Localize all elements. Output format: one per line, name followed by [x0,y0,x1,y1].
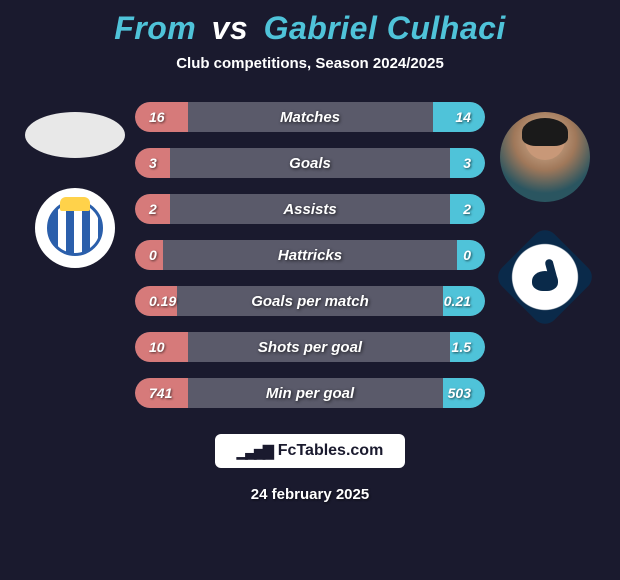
stat-value-left: 10 [149,339,189,355]
stat-value-left: 0.19 [149,293,189,309]
page-title: From vs Gabriel Culhaci [114,10,506,47]
stat-label: Assists [283,201,336,218]
stats-column: 16 Matches 14 3 Goals 3 2 Assists 2 0 Hattricks 0 0.… [135,102,485,408]
stat-value-right: 0.21 [431,293,471,309]
player2-name: Gabriel Culhaci [264,10,506,46]
stat-value-right: 14 [431,109,471,125]
stat-row: 10 Shots per goal 1.5 [135,332,485,362]
player1-name: From [114,10,196,46]
stat-value-left: 741 [149,385,189,401]
stat-value-left: 16 [149,109,189,125]
player2-club-badge [493,225,598,330]
stat-value-right: 0 [431,247,471,263]
stat-label: Shots per goal [258,339,362,356]
stat-label: Goals per match [251,293,369,310]
stat-value-right: 2 [431,201,471,217]
stat-value-right: 1.5 [431,339,471,355]
stat-value-left: 2 [149,201,189,217]
brand-badge[interactable]: ▁▃▅▇ FcTables.com [215,434,406,468]
brand-text: FcTables.com [278,442,384,460]
stat-label: Hattricks [278,247,342,264]
vs-text: vs [212,10,249,46]
stat-row: 2 Assists 2 [135,194,485,224]
comparison-card: From vs Gabriel Culhaci Club competition… [0,0,620,580]
chart-icon: ▁▃▅▇ [237,443,272,460]
stat-row: 0 Hattricks 0 [135,240,485,270]
stat-row: 16 Matches 14 [135,102,485,132]
stat-value-left: 3 [149,155,189,171]
stat-label: Goals [289,155,331,172]
stat-row: 0.19 Goals per match 0.21 [135,286,485,316]
left-column [15,102,135,268]
stat-value-right: 503 [431,385,471,401]
stat-row: 741 Min per goal 503 [135,378,485,408]
stat-row: 3 Goals 3 [135,148,485,178]
main-row: 16 Matches 14 3 Goals 3 2 Assists 2 0 Hattricks 0 0.… [0,102,620,408]
subtitle: Club competitions, Season 2024/2025 [176,55,444,72]
stat-label: Min per goal [266,385,354,402]
stat-value-left: 0 [149,247,189,263]
player2-avatar [500,112,590,202]
player1-avatar [25,112,125,158]
player1-club-badge [35,188,115,268]
date-text: 24 february 2025 [251,486,369,503]
stat-value-right: 3 [431,155,471,171]
right-column [485,102,605,314]
stat-label: Matches [280,109,340,126]
